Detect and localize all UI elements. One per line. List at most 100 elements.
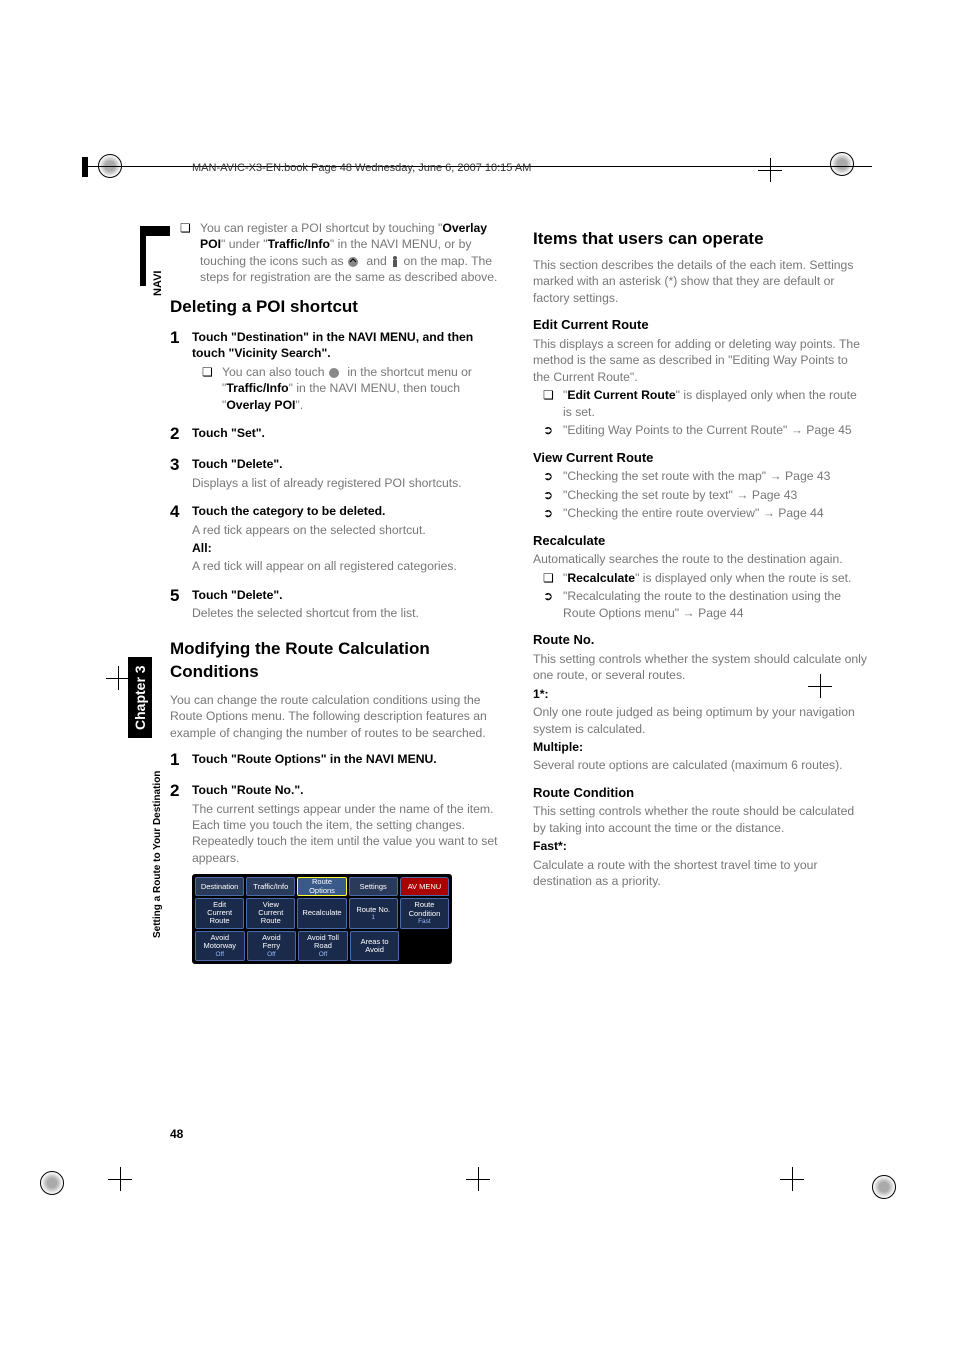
ss-empty	[401, 931, 449, 962]
step-body: A red tick appears on the selected short…	[192, 522, 505, 538]
left-column: ❏ You can register a POI shortcut by tou…	[170, 218, 505, 964]
right-column: Items that users can operate This sectio…	[533, 218, 868, 964]
intro-note: You can register a POI shortcut by touch…	[200, 220, 505, 286]
step-number: 2	[170, 780, 184, 964]
view-ref-3: "Checking the entire route overview" → P…	[563, 505, 824, 521]
ref-bullet-icon: ➲	[543, 468, 557, 484]
ss-tab-av: AV MENU	[400, 877, 449, 896]
ss-tab: Traffic/Info	[246, 877, 295, 896]
cond-body: This setting controls whether the route …	[533, 803, 868, 836]
route-options-screenshot: Destination Traffic/Info Route Options S…	[192, 874, 452, 964]
heading-deleting-poi: Deleting a POI shortcut	[170, 296, 505, 319]
view-ref-2: "Checking the set route by text" → Page …	[563, 487, 797, 503]
recalc-note: "Recalculate" is displayed only when the…	[563, 570, 851, 586]
ss-button: Recalculate	[297, 898, 346, 929]
ref-bullet-icon: ➲	[543, 505, 557, 521]
note-bullet-icon: ❏	[543, 570, 557, 586]
modify-step-1: 1 Touch "Route Options" in the NAVI MENU…	[170, 749, 505, 772]
ss-button: Areas toAvoid	[350, 931, 400, 962]
step-title: Touch "Delete".	[192, 456, 505, 472]
ref-bullet-icon: ➲	[543, 487, 557, 503]
margin-strip	[140, 226, 146, 286]
step-3: 3 Touch "Delete". Displays a list of alr…	[170, 454, 505, 493]
regmark-icon	[780, 1167, 804, 1191]
ss-button: EditCurrentRoute	[195, 898, 244, 929]
side-section-label: Setting a Route to Your Destination	[152, 771, 163, 938]
step-number: 5	[170, 585, 184, 624]
routeno-body: This setting controls whether the system…	[533, 651, 868, 684]
step-body: Deletes the selected shortcut from the l…	[192, 605, 505, 621]
step-title: Touch "Destination" in the NAVI MENU, an…	[192, 329, 505, 362]
modify-intro: You can change the route calculation con…	[170, 692, 505, 741]
note-bullet-icon: ❏	[543, 387, 557, 420]
page-number: 48	[170, 1127, 183, 1141]
modify-step-2: 2 Touch "Route No.". The current setting…	[170, 780, 505, 964]
heading-view-route: View Current Route	[533, 449, 868, 467]
regmark-icon	[106, 666, 130, 690]
ss-tab-active: Route Options	[297, 877, 346, 896]
regmark-icon	[40, 1171, 64, 1195]
ref-bullet-icon: ➲	[543, 588, 557, 621]
edit-body: This displays a screen for adding or del…	[533, 336, 868, 385]
regmark-icon	[108, 1167, 132, 1191]
regmark-icon	[872, 1175, 896, 1199]
ss-button: AvoidFerryOff	[247, 931, 297, 962]
edit-note: "Edit Current Route" is displayed only w…	[563, 387, 868, 420]
step-note: You can also touch in the shortcut menu …	[222, 364, 505, 413]
heading-recalculate: Recalculate	[533, 532, 868, 550]
step-title: Touch the category to be deleted.	[192, 503, 505, 519]
ss-tab: Destination	[195, 877, 244, 896]
step-number: 3	[170, 454, 184, 493]
step-title: Touch "Set".	[192, 425, 505, 441]
step-body: Displays a list of already registered PO…	[192, 475, 505, 491]
step-number: 1	[170, 327, 184, 415]
ss-button: AvoidMotorwayOff	[195, 931, 245, 962]
items-intro: This section describes the details of th…	[533, 257, 868, 306]
recalc-ref: "Recalculating the route to the destinat…	[563, 588, 868, 621]
cond-fast-body: Calculate a route with the shortest trav…	[533, 857, 868, 890]
heading-route-condition: Route Condition	[533, 784, 868, 802]
step-2: 2 Touch "Set".	[170, 423, 505, 446]
note-bullet-icon: ❏	[180, 220, 194, 286]
side-navi-label: NAVI	[152, 271, 164, 296]
heading-items: Items that users can operate	[533, 228, 868, 251]
edit-ref: "Editing Way Points to the Current Route…	[563, 422, 852, 438]
step-5: 5 Touch "Delete". Deletes the selected s…	[170, 585, 505, 624]
routeno-multiple-label: Multiple:	[533, 739, 868, 755]
step-number: 4	[170, 501, 184, 577]
step-body: A red tick will appear on all registered…	[192, 558, 505, 574]
heading-modifying: Modifying the Route Calculation Conditio…	[170, 638, 505, 684]
page-content: NAVI Chapter 3 Setting a Route to Your D…	[170, 218, 872, 1151]
recalc-body: Automatically searches the route to the …	[533, 551, 868, 567]
step-title: Touch "Delete".	[192, 587, 505, 603]
heading-route-no: Route No.	[533, 631, 868, 649]
cond-fast-label: Fast*:	[533, 838, 868, 854]
ss-tab: Settings	[349, 877, 398, 896]
step-body: The current settings appear under the na…	[192, 801, 505, 867]
step-title: Touch "Route Options" in the NAVI MENU.	[192, 751, 505, 767]
note-bullet-icon: ❏	[202, 364, 216, 413]
routeno-multiple-body: Several route options are calculated (ma…	[533, 757, 868, 773]
step-number: 1	[170, 749, 184, 772]
person-icon	[390, 255, 400, 269]
step-4: 4 Touch the category to be deleted. A re…	[170, 501, 505, 577]
header-text: MAN-AVIC-X3-EN.book Page 48 Wednesday, J…	[92, 162, 531, 174]
poi-icon	[328, 367, 344, 379]
step-1: 1 Touch "Destination" in the NAVI MENU, …	[170, 327, 505, 415]
step-all-label: All:	[192, 540, 505, 556]
step-title: Touch "Route No.".	[192, 782, 505, 798]
view-ref-1: "Checking the set route with the map" → …	[563, 468, 830, 484]
heading-edit-route: Edit Current Route	[533, 316, 868, 334]
routeno-1-label: 1*:	[533, 686, 868, 702]
regmark-icon	[466, 1167, 490, 1191]
side-chapter-label: Chapter 3	[128, 657, 152, 738]
ss-button: RouteConditionFast	[400, 898, 449, 929]
routeno-1-body: Only one route judged as being optimum b…	[533, 704, 868, 737]
ss-button: Avoid TollRoadOff	[298, 931, 348, 962]
ss-button: Route No.1	[349, 898, 398, 929]
step-number: 2	[170, 423, 184, 446]
ss-button: ViewCurrentRoute	[246, 898, 295, 929]
poi-icon	[347, 256, 363, 268]
ref-bullet-icon: ➲	[543, 422, 557, 438]
book-header: MAN-AVIC-X3-EN.book Page 48 Wednesday, J…	[82, 166, 872, 187]
